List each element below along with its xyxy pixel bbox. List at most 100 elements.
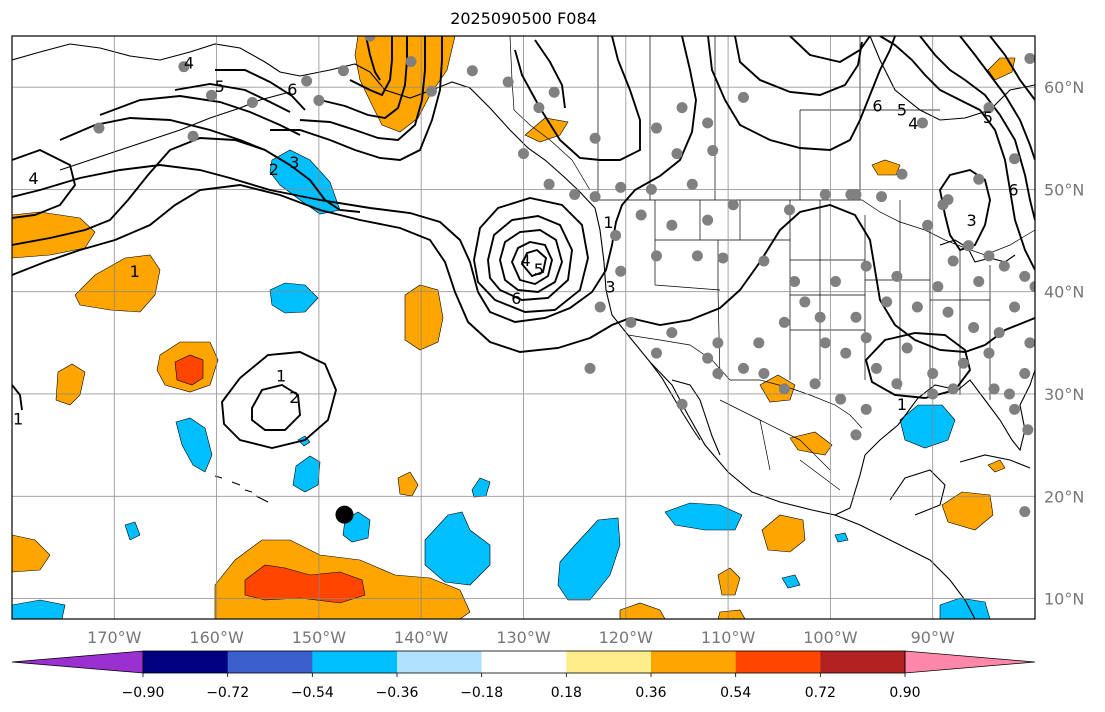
station-dot <box>364 36 376 42</box>
contour-line <box>12 384 23 411</box>
station-dot <box>671 148 683 160</box>
station-dot <box>666 327 678 339</box>
shaded-region-negative <box>557 517 621 601</box>
station-dot <box>1019 270 1031 282</box>
station-dot <box>993 327 1005 339</box>
station-dot <box>850 429 862 441</box>
contour-line <box>221 351 338 449</box>
coastline-alaska-west <box>12 43 161 61</box>
station-dot <box>947 255 959 267</box>
station-dot <box>205 89 217 101</box>
contour-label: 2 <box>289 388 299 407</box>
station-dot <box>691 250 703 262</box>
station-dot <box>758 368 770 380</box>
station-dot <box>1022 424 1034 436</box>
shaded-region-positive <box>12 534 51 573</box>
station-dot <box>998 260 1010 272</box>
contour-line <box>864 332 972 399</box>
station-dot <box>686 178 698 190</box>
station-dot <box>727 199 739 211</box>
station-dot <box>313 94 325 106</box>
shaded-region-negative <box>424 511 491 586</box>
station-dot <box>666 219 678 231</box>
colorbar-cell <box>735 651 821 673</box>
station-dot <box>983 102 995 114</box>
colorbar-cell <box>651 651 737 673</box>
contour-label: 6 <box>872 97 882 116</box>
station-dot <box>425 85 437 97</box>
station-dot <box>178 61 190 73</box>
shaded-region-negative <box>834 532 849 543</box>
station-dot <box>610 229 622 241</box>
contour-label: 5 <box>534 260 544 279</box>
coastline-hawaii <box>214 475 269 503</box>
station-dot <box>707 145 719 157</box>
contour-line <box>270 36 443 161</box>
station-dot <box>615 265 627 277</box>
contour-line <box>251 383 301 431</box>
shaded-region-negative <box>12 599 66 619</box>
station-dot <box>932 281 944 293</box>
colorbar-tick-label: 0.36 <box>635 685 666 701</box>
station-dot <box>845 189 857 201</box>
contour-line <box>12 148 77 219</box>
station-dot <box>947 383 959 395</box>
latitude-tick-label: 50°N <box>1044 180 1084 199</box>
station-dot <box>635 209 647 221</box>
contour-label: 1 <box>897 395 907 414</box>
station-dot <box>737 91 749 103</box>
shaded-region-positive <box>74 254 161 313</box>
station-dot <box>301 75 313 87</box>
station-dot <box>891 270 903 282</box>
contour-line <box>879 36 1035 271</box>
latitude-tick-label: 20°N <box>1044 487 1084 506</box>
contour-line <box>12 137 361 246</box>
contour-line <box>520 248 548 278</box>
station-dot <box>466 65 478 77</box>
station-dot <box>650 122 662 134</box>
shaded-region-positive <box>55 363 86 406</box>
station-dot <box>717 252 729 264</box>
contour-label: 5 <box>983 108 993 127</box>
coastline-cuba <box>959 454 1031 469</box>
station-dot <box>712 337 724 349</box>
station-dot <box>891 378 903 390</box>
contour-label: 6 <box>287 80 297 99</box>
graticule <box>12 36 1035 619</box>
station-dot <box>814 311 826 323</box>
station-dot <box>819 337 831 349</box>
station-dot <box>1009 403 1021 415</box>
colorbar-cell <box>566 651 652 673</box>
station-dot <box>307 17 318 28</box>
colorbar-cell <box>227 651 313 673</box>
shaded-region-negative <box>939 597 991 619</box>
shaded-region-strong-positive <box>244 564 366 604</box>
contour-line <box>510 241 554 286</box>
colorbar-tick-label: 0.72 <box>805 685 836 701</box>
station-dot <box>1003 388 1015 400</box>
colorbar-outline <box>142 650 906 674</box>
contour-line <box>473 197 589 313</box>
station-dot <box>584 362 596 374</box>
station-dot <box>569 189 581 201</box>
shaded-region-positive <box>987 459 1006 473</box>
longitude-tick-label: 110°W <box>701 628 756 647</box>
contour-line <box>299 36 426 141</box>
coastline-yucatan <box>889 469 946 516</box>
station-dot <box>758 255 770 267</box>
shaded-region-positive <box>987 57 1016 81</box>
station-dot <box>942 194 954 206</box>
colorbar-tick-label: −0.18 <box>460 685 503 701</box>
contour-label: 6 <box>511 289 521 308</box>
colorbar-labels: −0.90 −0.72 −0.54 −0.36 −0.18 0.18 0.36 0.54 0.7… <box>122 673 921 701</box>
contour-label: 2 <box>269 160 279 179</box>
station-dot <box>799 296 811 308</box>
station-dot <box>502 76 514 88</box>
coastline-gulf-of-california <box>671 379 721 456</box>
colorbar-cell <box>397 651 483 673</box>
colorbar-cells <box>143 651 906 673</box>
longitude-axis: 170°W 160°W 150°W 140°W 130°W 120°W 110°W 100°W… <box>87 628 955 647</box>
station-dot <box>860 403 872 415</box>
shaded-region-negative <box>124 521 141 541</box>
